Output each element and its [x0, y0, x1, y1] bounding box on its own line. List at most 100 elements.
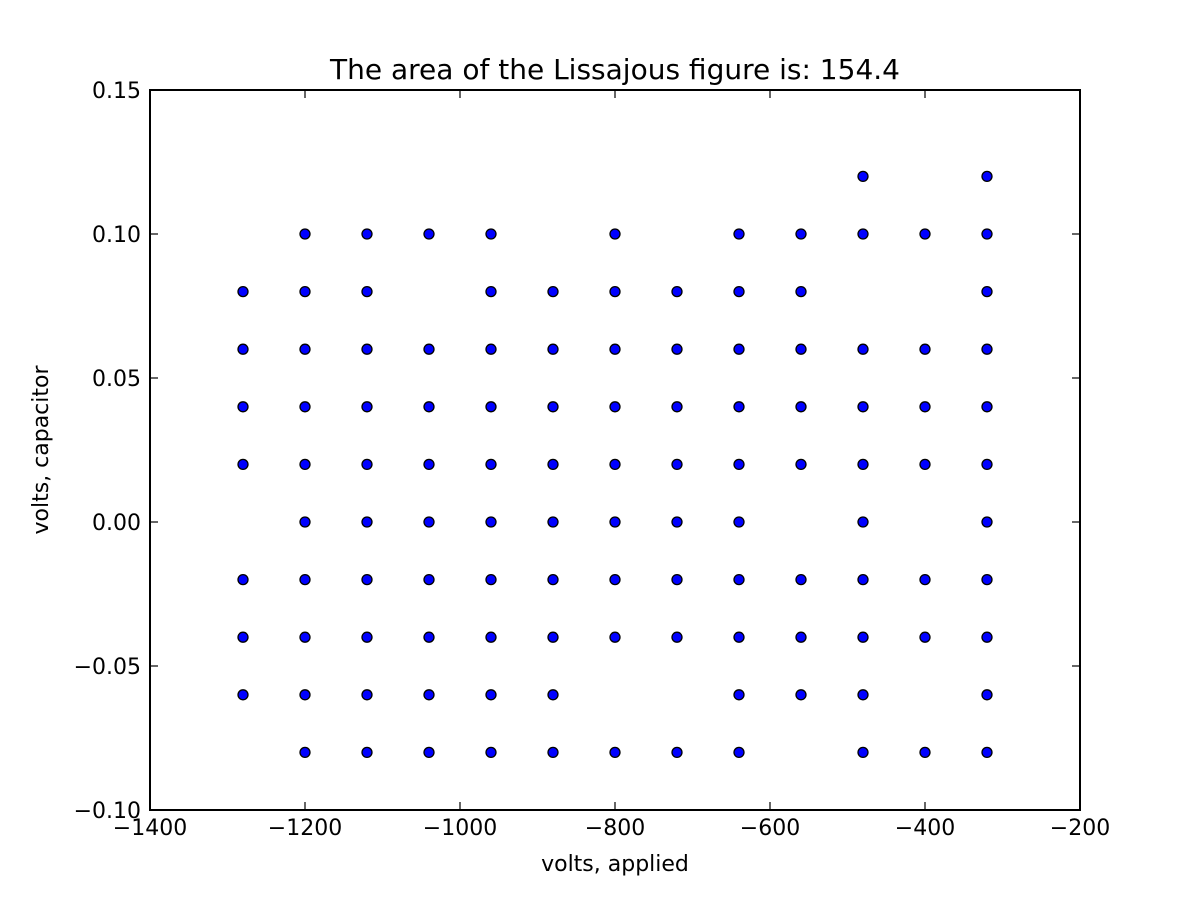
- data-point: [609, 401, 621, 413]
- data-point: [423, 573, 435, 586]
- x-tick-label: −1400: [113, 816, 187, 841]
- data-point: [485, 573, 497, 586]
- data-point: [919, 746, 931, 759]
- data-point: [485, 285, 497, 298]
- data-point: [547, 516, 559, 528]
- scatter-points: [237, 170, 993, 759]
- data-point: [299, 401, 311, 413]
- data-point: [609, 285, 621, 298]
- data-point: [733, 631, 745, 643]
- x-axis-label: volts, applied: [541, 852, 689, 877]
- data-point: [919, 573, 931, 586]
- data-point: [671, 746, 683, 759]
- data-point: [547, 746, 559, 759]
- data-point: [795, 689, 807, 701]
- data-point: [237, 458, 249, 471]
- data-point: [485, 516, 497, 528]
- data-point: [857, 746, 869, 759]
- data-point: [237, 573, 249, 586]
- data-point: [423, 516, 435, 528]
- data-point: [547, 689, 559, 701]
- data-point: [733, 401, 745, 413]
- data-point: [733, 228, 745, 240]
- data-point: [919, 631, 931, 643]
- data-point: [857, 343, 869, 355]
- data-point: [609, 746, 621, 759]
- data-point: [795, 458, 807, 471]
- data-point: [795, 228, 807, 240]
- data-point: [299, 228, 311, 240]
- data-point: [485, 631, 497, 643]
- data-point: [981, 516, 993, 528]
- data-point: [299, 343, 311, 355]
- data-point: [981, 285, 993, 298]
- chart-title: The area of the Lissajous figure is: 154…: [329, 53, 900, 86]
- data-point: [361, 343, 373, 355]
- data-point: [609, 573, 621, 586]
- data-point: [981, 631, 993, 643]
- x-tick-label: −600: [740, 816, 800, 841]
- data-point: [733, 516, 745, 528]
- data-point: [857, 516, 869, 528]
- data-point: [547, 458, 559, 471]
- data-point: [547, 573, 559, 586]
- data-point: [547, 401, 559, 413]
- data-point: [981, 228, 993, 240]
- data-point: [547, 285, 559, 298]
- data-point: [981, 458, 993, 471]
- x-tick-label: −200: [1050, 816, 1110, 841]
- data-point: [485, 343, 497, 355]
- data-point: [609, 631, 621, 643]
- y-tick-label: −0.10: [74, 799, 141, 824]
- data-point: [795, 401, 807, 413]
- data-point: [299, 746, 311, 759]
- data-point: [485, 228, 497, 240]
- x-tick-label: −1000: [423, 816, 497, 841]
- data-point: [361, 228, 373, 240]
- data-point: [423, 689, 435, 701]
- data-point: [485, 746, 497, 759]
- data-point: [919, 401, 931, 413]
- data-point: [609, 343, 621, 355]
- data-point: [237, 343, 249, 355]
- data-point: [795, 631, 807, 643]
- data-point: [299, 516, 311, 528]
- data-point: [485, 458, 497, 471]
- data-point: [361, 746, 373, 759]
- data-point: [981, 689, 993, 701]
- data-point: [733, 458, 745, 471]
- data-point: [795, 573, 807, 586]
- data-point: [423, 458, 435, 471]
- x-axis: −1400 −1200 −1000 −800 −600 −400 −200: [113, 90, 1110, 841]
- data-point: [299, 573, 311, 586]
- data-point: [361, 285, 373, 298]
- data-point: [237, 689, 249, 701]
- data-point: [795, 343, 807, 355]
- data-point: [485, 689, 497, 701]
- data-point: [547, 631, 559, 643]
- data-point: [237, 285, 249, 298]
- data-point: [733, 689, 745, 701]
- data-point: [919, 343, 931, 355]
- x-tick-label: −1200: [268, 816, 342, 841]
- data-point: [671, 285, 683, 298]
- data-point: [857, 170, 869, 183]
- data-point: [361, 401, 373, 413]
- data-point: [485, 401, 497, 413]
- data-point: [981, 170, 993, 183]
- y-axis: −0.10 −0.05 0.00 0.05 0.10 0.15: [74, 79, 1080, 824]
- data-point: [361, 689, 373, 701]
- data-point: [671, 516, 683, 528]
- data-point: [733, 285, 745, 298]
- y-tick-label: −0.05: [74, 655, 141, 680]
- data-point: [981, 746, 993, 759]
- data-point: [299, 458, 311, 471]
- data-point: [671, 343, 683, 355]
- data-point: [237, 401, 249, 413]
- data-point: [423, 343, 435, 355]
- data-point: [609, 458, 621, 471]
- data-point: [857, 573, 869, 586]
- data-point: [857, 689, 869, 701]
- data-point: [981, 401, 993, 413]
- data-point: [733, 343, 745, 355]
